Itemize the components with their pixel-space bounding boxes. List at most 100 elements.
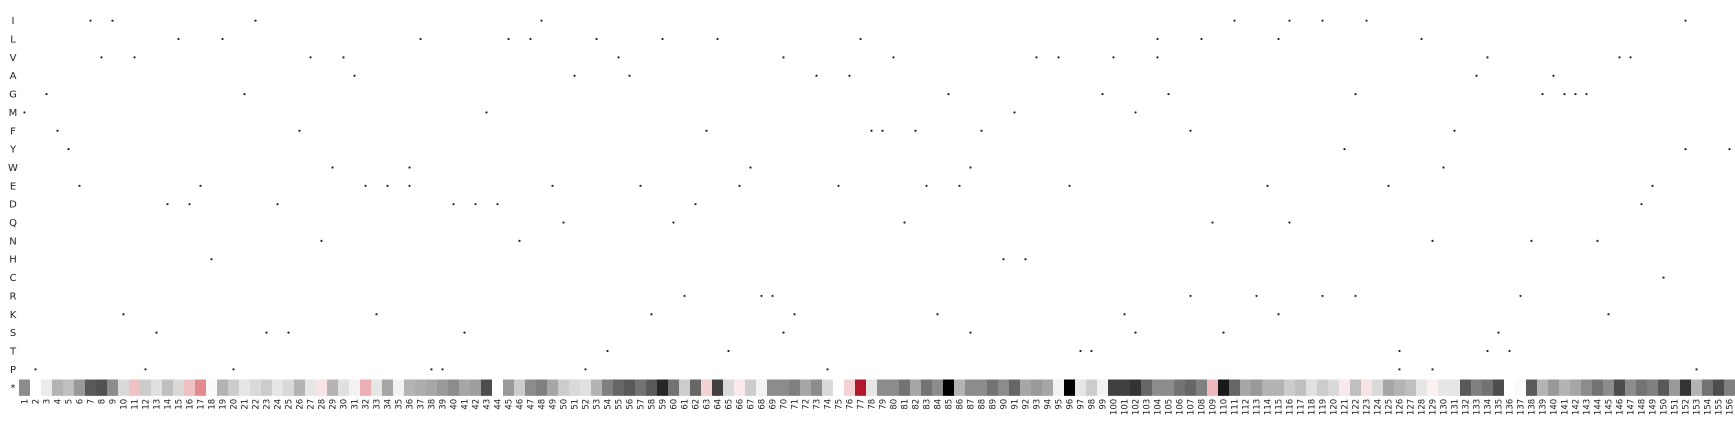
x-label-61: 61 — [681, 399, 691, 410]
stop-cell-57 — [635, 379, 647, 396]
stop-cell-61 — [679, 379, 691, 396]
x-label-93: 93 — [1033, 399, 1043, 410]
x-label-49: 49 — [549, 399, 559, 410]
stop-cell-3 — [41, 379, 53, 396]
marker-G-3 — [45, 92, 48, 96]
stop-cell-5 — [63, 379, 75, 396]
x-label-149: 149 — [1649, 399, 1659, 415]
marker-I-152 — [1684, 19, 1687, 22]
x-label-130: 130 — [1440, 399, 1450, 415]
stop-cell-96 — [1064, 379, 1076, 396]
stop-cell-68 — [756, 379, 768, 396]
stop-cell-102 — [1130, 379, 1142, 396]
stop-cell-38 — [426, 379, 438, 396]
x-label-47: 47 — [527, 399, 537, 410]
marker-F-79 — [881, 129, 884, 132]
stop-cell-77 — [855, 379, 867, 396]
stop-cell-122 — [1350, 379, 1362, 396]
stop-cell-49 — [547, 379, 559, 396]
stop-cell-95 — [1053, 379, 1065, 396]
x-label-115: 115 — [1275, 399, 1285, 415]
stop-cell-140 — [1548, 379, 1560, 396]
stop-cell-2 — [30, 379, 42, 396]
stop-cell-9 — [107, 379, 119, 396]
marker-S-23 — [265, 331, 268, 334]
stop-cell-45 — [503, 379, 515, 396]
marker-V-95 — [1057, 56, 1060, 59]
marker-V-104 — [1156, 56, 1159, 59]
stop-cell-23 — [261, 379, 273, 396]
x-label-113: 113 — [1253, 399, 1263, 415]
marker-R-69 — [771, 294, 774, 298]
marker-W-130 — [1442, 166, 1445, 169]
marker-A-73 — [815, 74, 818, 77]
marker-P-20 — [232, 368, 235, 371]
stop-cell-108 — [1196, 379, 1208, 396]
x-label-48: 48 — [538, 399, 548, 410]
stop-cell-67 — [745, 379, 757, 396]
stop-cell-80 — [888, 379, 900, 396]
stop-cell-75 — [833, 379, 845, 396]
stop-cell-28 — [316, 379, 328, 396]
marker-L-64 — [716, 37, 719, 41]
stop-cell-99 — [1097, 379, 1109, 396]
x-label-35: 35 — [395, 399, 405, 410]
x-label-108: 108 — [1198, 399, 1208, 415]
x-label-14: 14 — [164, 399, 174, 410]
marker-V-100 — [1112, 56, 1115, 59]
stop-cell-137 — [1515, 379, 1527, 396]
x-label-146: 146 — [1616, 399, 1626, 415]
stop-cell-71 — [789, 379, 801, 396]
marker-Q-116 — [1288, 221, 1291, 224]
marker-E-75 — [837, 184, 840, 187]
marker-K-71 — [793, 313, 796, 316]
marker-T-98 — [1090, 349, 1093, 353]
marker-H-92 — [1024, 258, 1027, 261]
marker-P-129 — [1431, 368, 1434, 371]
marker-K-58 — [650, 313, 653, 316]
marker-S-110 — [1222, 331, 1225, 334]
stop-cell-131 — [1449, 379, 1461, 396]
x-label-142: 142 — [1572, 399, 1582, 415]
y-label-W: W — [8, 163, 18, 174]
marker-G-122 — [1354, 92, 1357, 96]
marker-M-91 — [1013, 111, 1016, 114]
y-label-R: R — [10, 291, 17, 302]
x-label-22: 22 — [252, 399, 262, 410]
stop-cell-1 — [19, 379, 31, 396]
marker-H-90 — [1002, 258, 1005, 261]
x-label-110: 110 — [1220, 399, 1230, 415]
marker-V-147 — [1629, 56, 1632, 59]
x-label-90: 90 — [1000, 399, 1010, 410]
marker-P-39 — [441, 368, 444, 371]
marker-P-52 — [584, 368, 587, 371]
x-label-88: 88 — [978, 399, 988, 410]
stop-cell-86 — [954, 379, 966, 396]
stop-cell-128 — [1416, 379, 1428, 396]
stop-cell-74 — [822, 379, 834, 396]
stop-cell-148 — [1636, 379, 1648, 396]
marker-T-54 — [606, 349, 609, 353]
x-label-28: 28 — [318, 399, 328, 410]
stop-cell-6 — [74, 379, 86, 396]
marker-I-119 — [1321, 19, 1324, 22]
marker-K-115 — [1277, 313, 1280, 316]
marker-L-37 — [419, 37, 422, 41]
x-label-25: 25 — [285, 399, 295, 410]
stop-cell-21 — [239, 379, 251, 396]
stop-cell-29 — [327, 379, 339, 396]
stop-cell-135 — [1493, 379, 1505, 396]
x-label-111: 111 — [1231, 399, 1241, 415]
marker-Y-121 — [1343, 148, 1346, 151]
x-label-75: 75 — [835, 399, 845, 410]
marker-D-44 — [496, 203, 499, 206]
x-label-38: 38 — [428, 399, 438, 410]
y-label-G: G — [9, 90, 17, 101]
marker-I-7 — [89, 19, 92, 22]
marker-V-8 — [100, 56, 103, 59]
marker-S-135 — [1497, 331, 1500, 334]
stop-cell-138 — [1526, 379, 1538, 396]
marker-N-144 — [1596, 239, 1599, 242]
x-label-29: 29 — [329, 399, 339, 410]
stop-cell-141 — [1559, 379, 1571, 396]
